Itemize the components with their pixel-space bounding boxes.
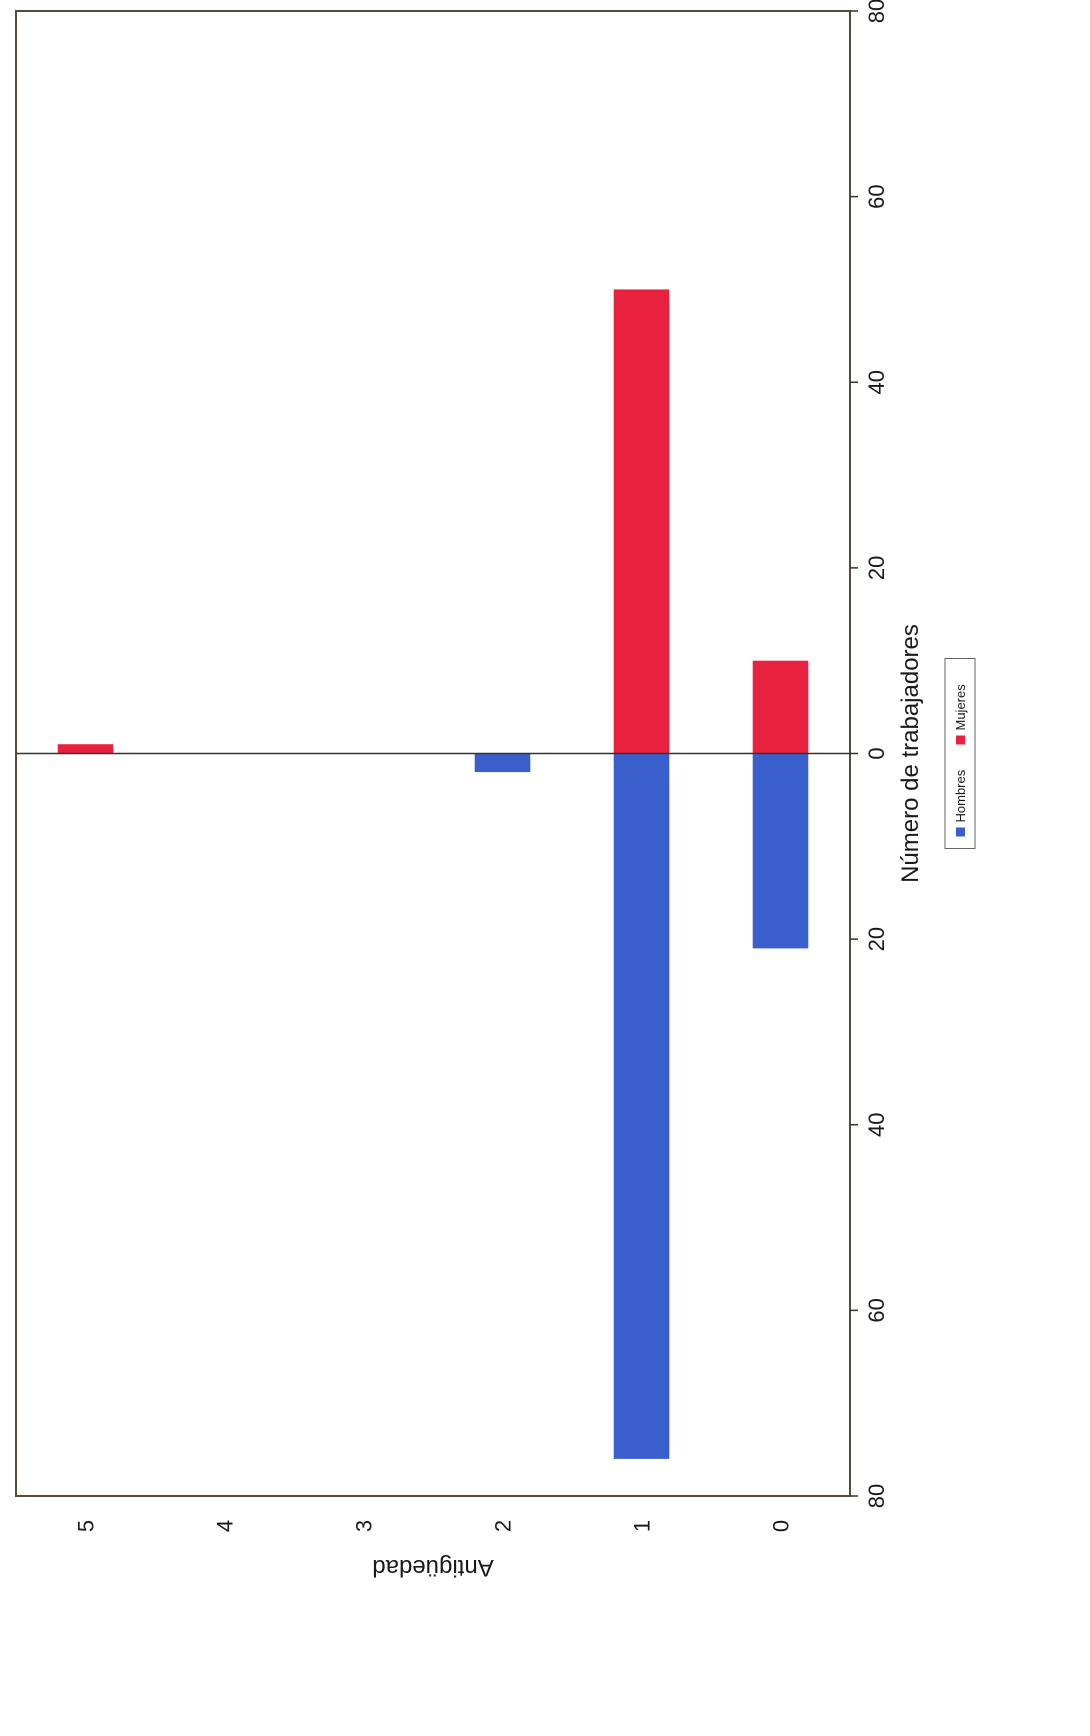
y-tick-label: 1 bbox=[630, 1520, 655, 1532]
x-tick-label: 20 bbox=[864, 927, 889, 951]
x-axis: 80 60 40 20 0 20 40 60 80 bbox=[850, 0, 889, 1508]
y-tick-label: 2 bbox=[491, 1520, 516, 1532]
bar-mujeres-0 bbox=[752, 660, 809, 754]
legend-label-mujeres: Mujeres bbox=[953, 684, 968, 731]
legend-box bbox=[944, 658, 976, 849]
bar-hombres-2 bbox=[474, 753, 531, 773]
x-tick-label: 60 bbox=[864, 1298, 889, 1322]
legend-label-hombres: Hombres bbox=[953, 769, 968, 822]
bars-group bbox=[57, 289, 809, 1459]
legend: Hombres Mujeres bbox=[944, 658, 976, 849]
x-axis-title: Número de trabajadores bbox=[897, 624, 924, 883]
y-tick-label: 0 bbox=[769, 1520, 794, 1532]
bar-mujeres-5 bbox=[57, 744, 114, 754]
y-axis: 0 1 2 3 4 5 bbox=[74, 1520, 794, 1532]
rotated-chart: 80 60 40 20 0 20 40 60 80 0 1 2 3 4 5 Número de traba… bbox=[15, 0, 976, 1581]
x-tick-label: 40 bbox=[864, 370, 889, 394]
x-tick-label: 60 bbox=[864, 184, 889, 208]
legend-swatch-hombres bbox=[956, 827, 965, 837]
y-tick-label: 3 bbox=[352, 1520, 377, 1532]
legend-swatch-mujeres bbox=[956, 735, 965, 745]
x-tick-label: 20 bbox=[864, 556, 889, 580]
y-tick-label: 4 bbox=[213, 1520, 238, 1532]
bar-mujeres-1 bbox=[613, 289, 670, 754]
bar-hombres-0 bbox=[752, 753, 809, 949]
bar-hombres-1 bbox=[613, 753, 670, 1459]
x-tick-label: 80 bbox=[864, 0, 889, 23]
y-axis-title: Antigüedad bbox=[372, 1554, 493, 1581]
x-tick-label: 40 bbox=[864, 1113, 889, 1137]
x-tick-label: 80 bbox=[864, 1484, 889, 1508]
x-tick-label: 0 bbox=[864, 747, 889, 759]
y-tick-label: 5 bbox=[74, 1520, 99, 1532]
